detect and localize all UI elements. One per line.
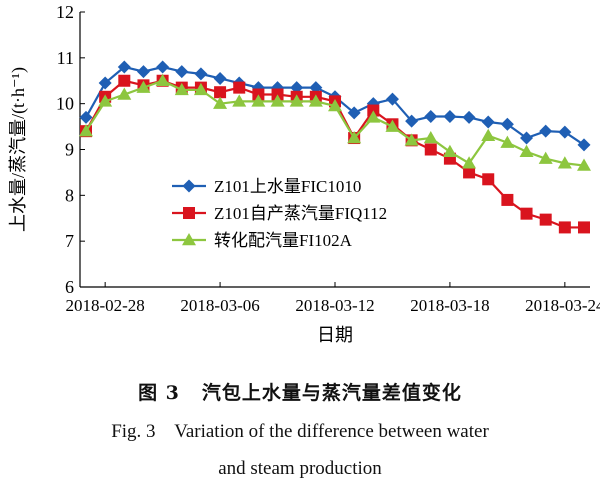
- data-point: [520, 207, 533, 220]
- x-tick-label: 2018-02-28: [65, 296, 144, 315]
- data-point: [539, 124, 553, 138]
- data-point: [232, 94, 247, 107]
- data-point: [500, 117, 514, 131]
- data-point: [557, 156, 572, 169]
- caption-zh-label: 图 3: [138, 382, 180, 404]
- data-point: [577, 158, 591, 171]
- legend-marker: [182, 179, 196, 193]
- y-tick-label: 8: [65, 185, 74, 205]
- data-point: [136, 80, 151, 93]
- data-point: [308, 94, 323, 107]
- legend-label: 转化配汽量FI102A: [214, 231, 353, 250]
- data-point: [118, 74, 131, 87]
- data-point: [79, 124, 93, 137]
- series-3: [79, 73, 591, 171]
- legend: Z101上水量FIC1010 Z101自产蒸汽量FIQ112 转化配汽量FI102A: [172, 177, 387, 250]
- data-point: [404, 133, 419, 146]
- data-point: [98, 76, 112, 90]
- data-point: [289, 94, 304, 107]
- data-point: [424, 143, 437, 156]
- line-chart: 6 7 8 9 10 11 12 2018-02-28 2018-03-06 2018-03-1…: [8, 2, 600, 345]
- data-point: [463, 166, 476, 179]
- data-point: [136, 65, 150, 79]
- x-tick-label: 2018-03-24: [525, 296, 600, 315]
- data-point: [539, 213, 552, 226]
- y-tick-label: 11: [57, 48, 74, 68]
- data-point: [366, 110, 381, 123]
- data-point: [501, 193, 514, 206]
- data-point: [347, 106, 361, 120]
- figure-caption-en-line1: Fig. 3 Variation of the difference betwe…: [111, 421, 489, 442]
- data-point: [213, 96, 228, 109]
- data-point: [233, 81, 246, 94]
- data-point: [385, 92, 399, 106]
- data-point: [385, 119, 400, 132]
- data-point: [193, 82, 208, 96]
- data-point: [520, 131, 534, 145]
- data-point: [577, 138, 591, 152]
- data-point: [347, 131, 362, 144]
- data-point: [156, 60, 170, 74]
- data-point: [423, 131, 438, 144]
- data-point: [117, 60, 131, 74]
- legend-label: Z101上水量FIC1010: [214, 177, 361, 196]
- data-point: [270, 94, 285, 107]
- y-tick-label: 12: [56, 2, 74, 22]
- y-tick-label: 7: [65, 231, 74, 251]
- legend-label: Z101自产蒸汽量FIQ112: [214, 204, 387, 223]
- data-point: [117, 87, 132, 100]
- x-tick-label: 2018-03-18: [410, 296, 489, 315]
- data-point: [251, 94, 266, 107]
- data-point: [442, 144, 457, 158]
- data-point: [155, 73, 170, 86]
- y-tick-label: 10: [56, 94, 74, 114]
- data-point: [481, 115, 495, 129]
- data-point: [98, 94, 113, 107]
- x-tick-label: 2018-03-12: [295, 296, 374, 315]
- data-point: [214, 86, 227, 99]
- y-axis-title: 上水量/蒸汽量/(t·h⁻¹): [8, 67, 29, 232]
- data-point: [578, 221, 590, 234]
- figure-caption-zh: 图 3 汽包上水量与蒸汽量差值变化: [0, 378, 600, 405]
- data-point: [462, 156, 477, 169]
- figure-caption-en-line2: and steam production: [218, 458, 382, 479]
- y-axis: 6 7 8 9 10 11 12: [56, 2, 85, 297]
- series-layer: [79, 60, 591, 234]
- data-point: [482, 173, 495, 186]
- legend-marker: [182, 233, 196, 246]
- legend-marker: [183, 207, 195, 219]
- data-point: [194, 67, 208, 81]
- y-tick-label: 6: [65, 277, 74, 297]
- data-point: [443, 110, 457, 123]
- data-point: [79, 110, 93, 124]
- data-point: [462, 110, 476, 124]
- x-tick-label: 2018-03-06: [180, 296, 259, 315]
- data-point: [481, 128, 496, 141]
- data-point: [519, 144, 534, 158]
- x-axis-title: 日期: [317, 325, 353, 345]
- data-point: [558, 125, 572, 139]
- caption-zh-text: 汽包上水量与蒸汽量差值变化: [201, 382, 462, 404]
- data-point: [424, 110, 438, 123]
- data-point: [328, 98, 342, 112]
- data-point: [538, 151, 553, 164]
- data-point: [558, 221, 571, 234]
- data-point: [405, 114, 419, 128]
- x-axis: 2018-02-28 2018-03-06 2018-03-12 2018-03-18…: [65, 282, 600, 315]
- data-point: [500, 135, 515, 148]
- y-tick-label: 9: [65, 140, 74, 160]
- data-point: [213, 71, 227, 85]
- data-point: [175, 65, 189, 79]
- data-point: [174, 82, 189, 96]
